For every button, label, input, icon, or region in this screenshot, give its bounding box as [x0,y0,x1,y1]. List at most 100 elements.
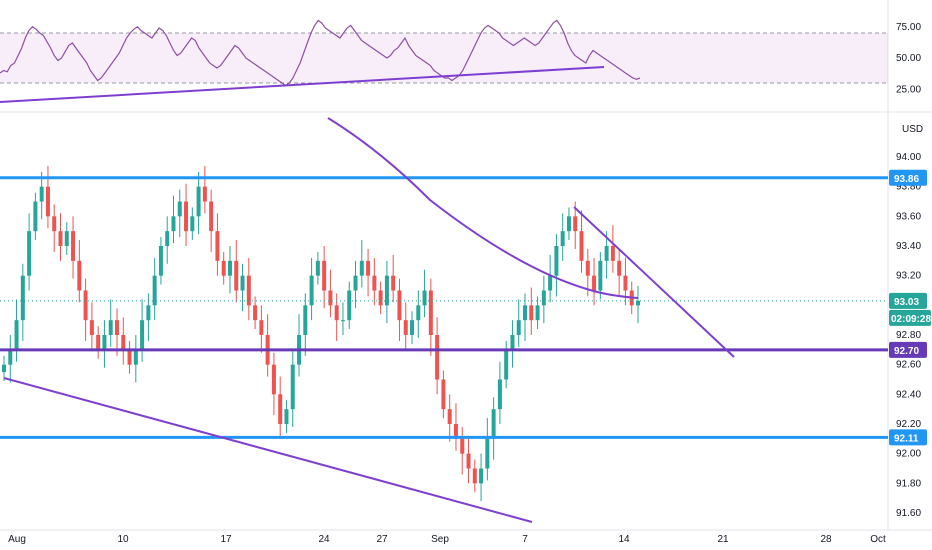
candle-body [133,349,138,365]
level-price-badge [889,169,927,186]
candle-body [403,320,408,335]
oscillator-tick-label: 50.00 [896,53,921,64]
candle-body [541,290,546,306]
time-tick-label: 17 [220,534,232,545]
candle-body [391,275,396,291]
candle-body [366,260,371,276]
candle-body [121,335,126,350]
candle-body [479,468,484,484]
candle-body [234,260,239,291]
candle-body [497,379,502,410]
candle-body [33,201,38,232]
candle-body [190,216,195,232]
candle-body [510,335,515,350]
candle-body [96,335,101,350]
candle-body [83,290,88,321]
candle-body [221,260,226,276]
price-tick-label: 94.00 [896,152,921,163]
candle-body [215,231,220,261]
candle-body [152,275,157,306]
candle-body [579,231,584,261]
candle-body [246,275,251,306]
candle-body [108,320,113,335]
candle-body [359,260,364,276]
candle-body [485,438,490,469]
candle-body [397,290,402,321]
level-price-label: 93.86 [894,174,919,185]
candle-body [441,379,446,410]
candle-body [127,349,132,365]
time-tick-label: 7 [522,534,528,545]
price-tick-label: 91.60 [896,508,921,519]
time-tick-label: Sep [431,534,449,545]
candle-body [253,305,258,321]
level-price-badge [889,429,927,446]
candle-body [592,275,597,291]
candle-body [491,409,496,439]
candle-body [45,186,50,217]
time-tick-label: 27 [376,534,388,545]
candle-body [58,231,63,246]
candle-body [140,320,145,350]
time-tick-label: 28 [820,534,832,545]
candle-body [259,320,264,335]
candle-body [2,364,6,373]
candle-body [39,186,44,202]
oscillator-trendline[interactable] [0,66,605,103]
candle-body [271,364,276,395]
time-tick-label: 21 [717,534,729,545]
candle-body [516,320,521,335]
candle-body [303,305,308,335]
candle-body [240,275,245,291]
candle-body [523,305,528,321]
candle-body [209,201,214,232]
candle-body [353,275,358,291]
candle-body [573,216,578,232]
price-tick-label: 92.60 [896,360,921,371]
candle-body [466,453,471,469]
time-tick-label: 24 [318,534,330,545]
candle-body [64,231,69,246]
candle-body [340,320,345,322]
candle-body [617,260,622,276]
candle-body [14,320,19,350]
candle-body [535,305,540,321]
candle-body [196,186,201,217]
oscillator-tick-label: 75.00 [896,22,921,33]
candle-body [284,409,289,424]
candle-body [8,349,13,365]
countdown-label: 02:09:28 [891,314,931,325]
descending-trendline[interactable] [573,206,735,358]
last-price-badge [889,292,927,309]
price-tick-label: 93.40 [896,241,921,252]
candle-body [472,468,477,484]
candle-body [89,320,94,335]
time-tick-label: Aug [8,534,26,545]
time-tick-label: 10 [117,534,129,545]
level-price-label: 92.11 [894,433,919,444]
price-tick-label: 92.80 [896,330,921,341]
candle-body [610,246,615,261]
price-tick-label: 93.80 [896,182,921,193]
price-tick-label: 92.00 [896,449,921,460]
candle-body [315,260,320,276]
candle-body [554,246,559,276]
candle-body [177,201,182,217]
candle-body [623,275,628,291]
candle-body [184,201,189,232]
candle-body [290,364,295,410]
candle-body [378,290,383,306]
candle-body [20,275,25,321]
candle-body [585,260,590,276]
candle-body [71,231,76,261]
curved-trendline[interactable] [327,117,639,299]
price-tick-label: 93.20 [896,271,921,282]
candle-body [529,305,534,321]
candle-body [372,275,377,291]
time-tick-label: 14 [618,534,630,545]
candle-body [410,320,415,335]
lower-trendline[interactable] [3,377,533,523]
candle-body [334,305,339,321]
level-price-label: 92.70 [894,346,919,357]
